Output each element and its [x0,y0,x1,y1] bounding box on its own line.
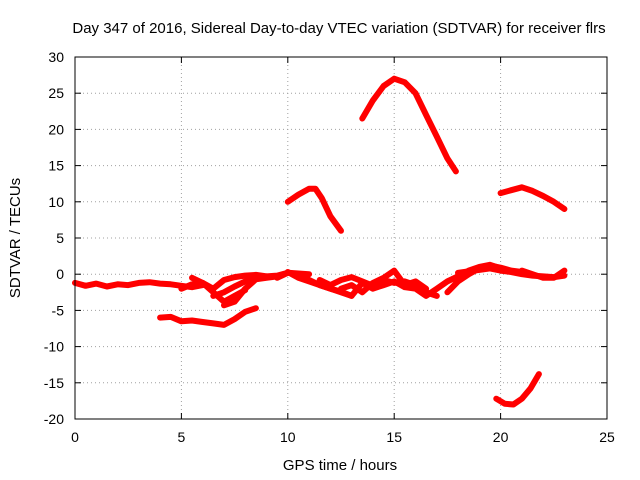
grid [75,57,607,419]
x-tick-label: 10 [280,429,296,445]
series-layer [72,75,568,408]
series-arc-10 [338,267,430,296]
x-tick-label: 0 [71,429,79,445]
y-tick-labels: -20 -15 -10 -5 0 5 10 15 20 25 30 [44,49,64,427]
y-tick-label: 5 [56,230,64,246]
x-tick-label: 25 [599,429,615,445]
y-tick-label: -10 [44,339,64,355]
chart-title: Day 347 of 2016, Sidereal Day-to-day VTE… [72,20,605,37]
series-arc-15 [284,185,344,234]
y-tick-label: -15 [44,375,64,391]
y-tick-label: 15 [48,158,64,174]
series-arc-5 [221,273,281,309]
y-tick-label: 20 [48,121,64,137]
y-axis-label: SDTVAR / TECUs [7,178,24,298]
y-tick-label: -5 [52,302,65,318]
series-arc-18 [493,371,542,408]
series-arc-6 [157,305,259,328]
x-axis-label: GPS time / hours [283,457,397,474]
x-tick-label: 5 [178,429,186,445]
ticks [74,56,608,420]
series-arc-14 [518,267,568,281]
y-tick-label: 0 [56,266,64,282]
y-tick-label: 30 [48,49,64,65]
y-tick-label: -20 [44,411,64,427]
x-tick-label: 20 [493,429,509,445]
series-arc-17 [497,184,568,212]
series-arc-16 [359,75,459,175]
y-tick-label: 25 [48,85,64,101]
x-tick-labels: 0 5 10 15 20 25 [71,429,615,445]
y-tick-label: 10 [48,194,64,210]
x-tick-label: 15 [386,429,402,445]
